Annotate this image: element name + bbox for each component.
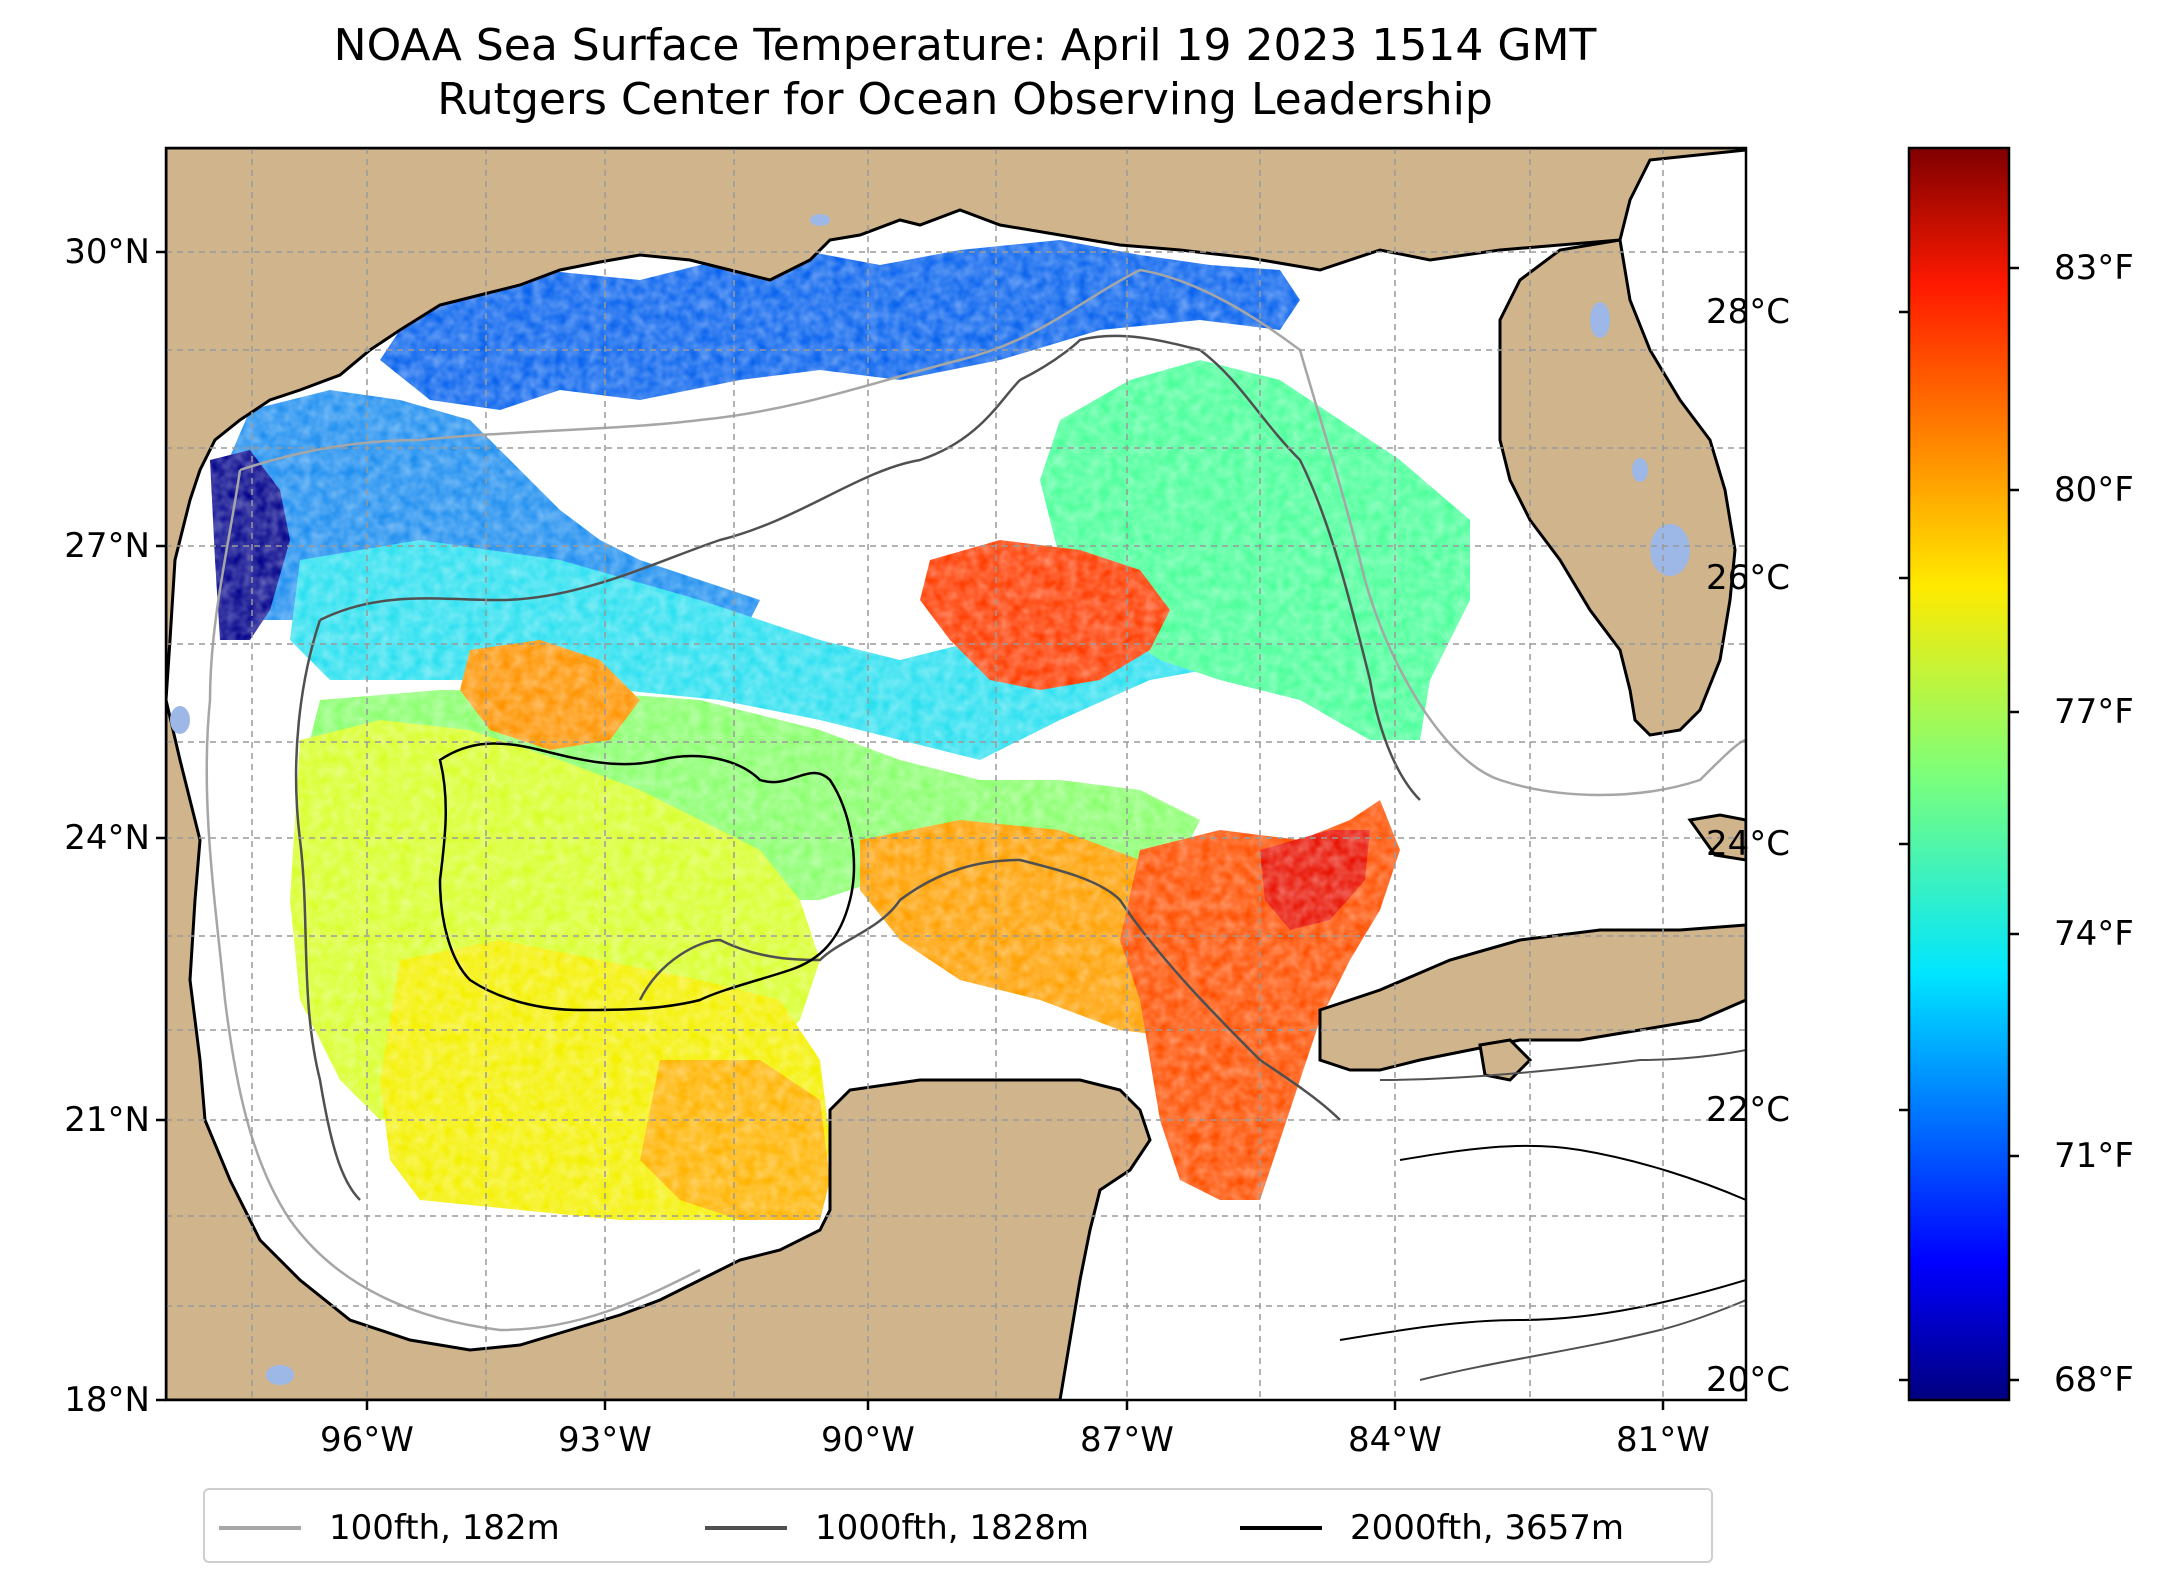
colorbar-c-26: 26°C: [1705, 558, 1790, 598]
land-florida: [1498, 238, 1737, 737]
lon-label-87w: 87°W: [1080, 1420, 1174, 1460]
legend-line-100fth: [219, 1525, 301, 1530]
contour-legend: 100fth, 182m 1000fth, 1828m 2000fth, 365…: [203, 1488, 1713, 1563]
colorbar-f-74: 74°F: [2054, 914, 2134, 954]
legend-item-2000fth: 2000fth, 3657m: [1240, 1490, 1624, 1565]
land-mexico-west: [166, 699, 1152, 1400]
colorbar-f-80: 80°F: [2054, 470, 2134, 510]
lon-label-90w: 90°W: [821, 1420, 915, 1460]
lon-label-84w: 84°W: [1348, 1420, 1442, 1460]
contour-2000fth: [438, 742, 856, 1012]
lat-label-27n: 27°N: [64, 526, 150, 566]
land-north-us-coast: [166, 148, 1746, 701]
chart-title: NOAA Sea Surface Temperature: April 19 2…: [333, 20, 1597, 71]
legend-label-1000fth: 1000fth, 1828m: [815, 1507, 1090, 1548]
lat-label-30n: 30°N: [64, 232, 150, 272]
legend-item-1000fth: 1000fth, 1828m: [705, 1490, 1089, 1565]
colorbar-f-68: 68°F: [2054, 1360, 2134, 1400]
legend-item-100fth: 100fth, 182m: [219, 1490, 560, 1565]
colorbar-c-20: 20°C: [1705, 1360, 1790, 1400]
contour-1000fth-cuba: [1379, 1049, 1746, 1381]
bathymetry-layer: [205, 268, 1746, 1381]
map-ticks: [156, 250, 1665, 1410]
colorbar-f-83: 83°F: [2054, 248, 2134, 288]
colorbar-c-28: 28°C: [1705, 292, 1790, 332]
lakes-layer: [170, 214, 1690, 1385]
land-cuba: [1318, 923, 1746, 1072]
colorbar-f-71: 71°F: [2054, 1136, 2134, 1176]
colorbar-ticks: [1899, 266, 2019, 1382]
chart-subtitle: Rutgers Center for Ocean Observing Leade…: [437, 74, 1493, 125]
lon-label-81w: 81°W: [1616, 1420, 1710, 1460]
legend-label-100fth: 100fth, 182m: [329, 1507, 560, 1548]
contour-100fth: [205, 268, 1746, 1332]
lon-label-93w: 93°W: [558, 1420, 652, 1460]
contour-1000fth: [294, 334, 1421, 1201]
legend-label-2000fth: 2000fth, 3657m: [1350, 1507, 1625, 1548]
colorbar-f-77: 77°F: [2054, 692, 2134, 732]
lat-label-24n: 24°N: [64, 818, 150, 858]
contour-2000fth-cuba: [1339, 1144, 1746, 1341]
lon-label-96w: 96°W: [320, 1420, 414, 1460]
legend-line-2000fth: [1240, 1525, 1322, 1530]
colorbar-c-22: 22°C: [1705, 1090, 1790, 1130]
lat-label-21n: 21°N: [64, 1100, 150, 1140]
land-layer: [166, 148, 1746, 1400]
legend-line-1000fth: [705, 1525, 787, 1530]
colorbar-c-24: 24°C: [1705, 824, 1790, 864]
lat-label-18n: 18°N: [64, 1380, 150, 1420]
colorbar: [1907, 146, 2011, 1402]
land-cuba-isle: [1478, 1038, 1533, 1082]
map-frame: [164, 146, 1748, 1402]
